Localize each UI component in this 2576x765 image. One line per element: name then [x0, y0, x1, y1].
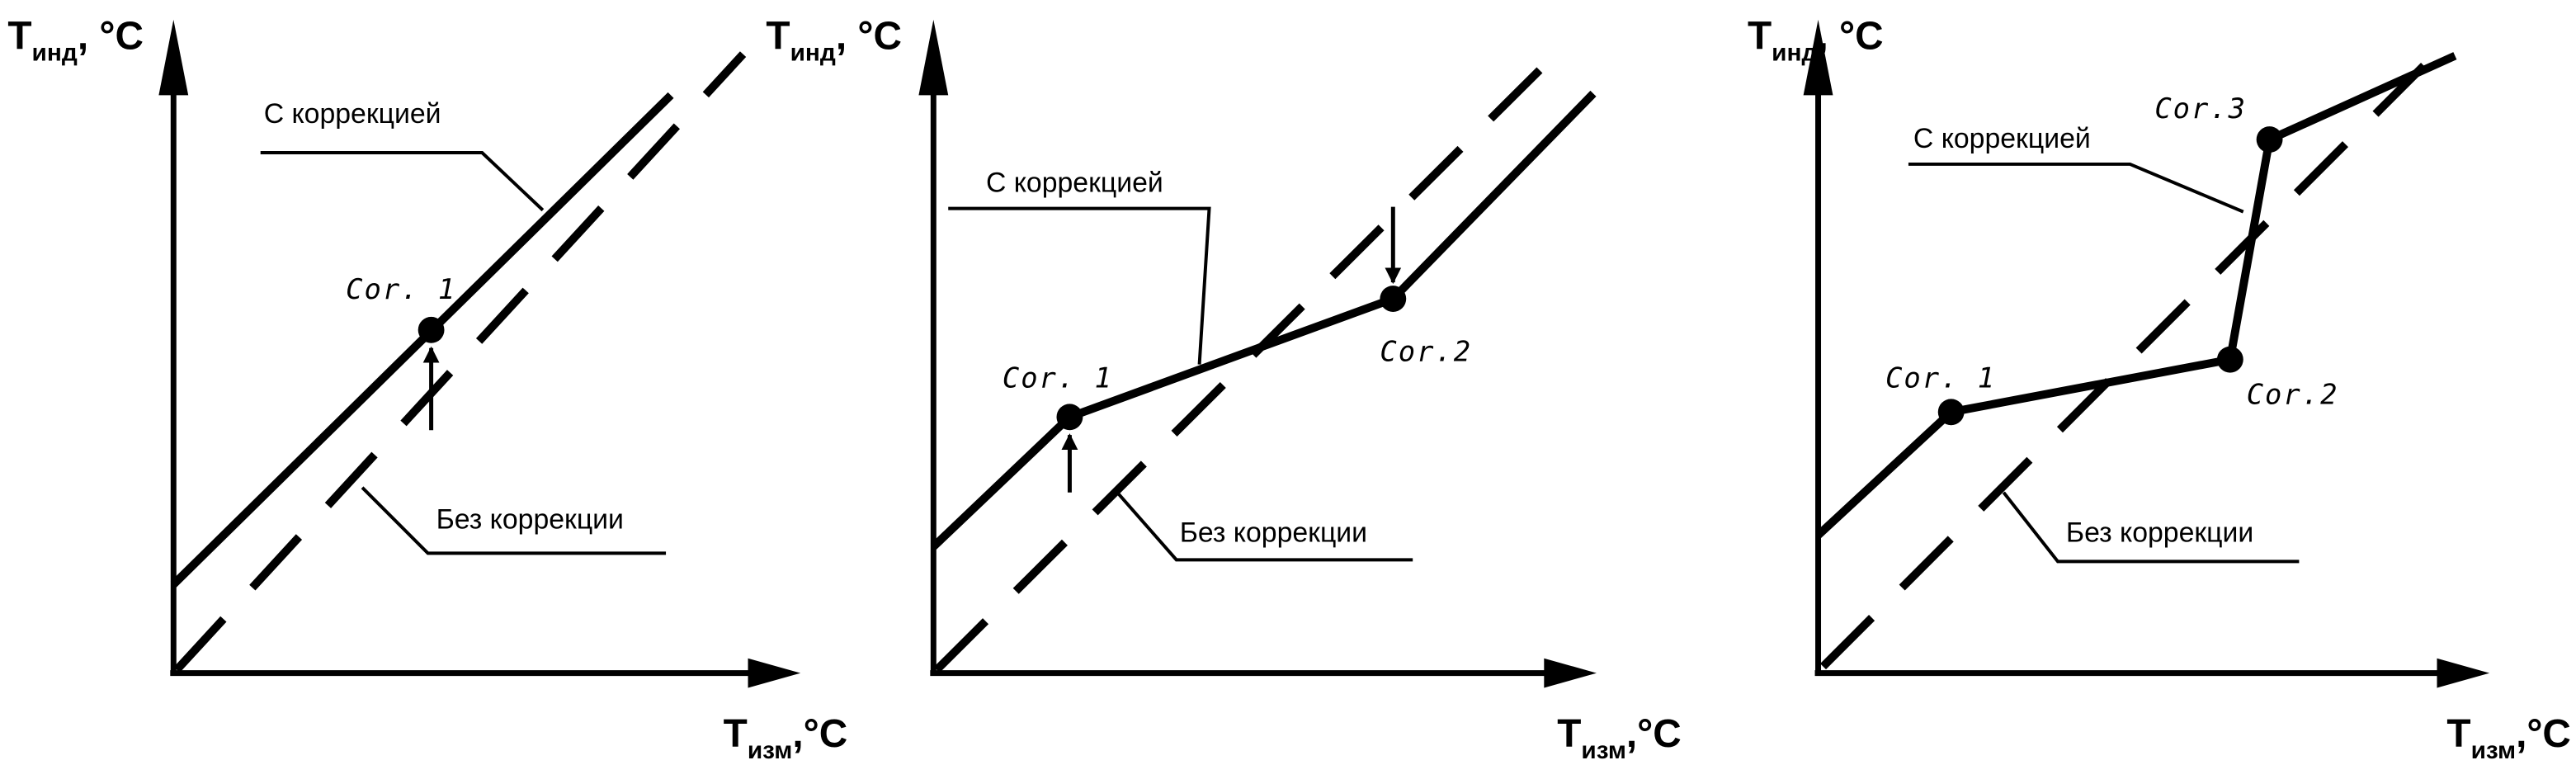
diagram-3: Tинд, °C Tизм,°C Cor. 1 Cor.2 Cor.3 С ко…	[1748, 15, 2571, 764]
label-without-correction: Без коррекции	[1180, 517, 1367, 548]
line-with-correction	[170, 92, 674, 588]
point-cor-1	[1056, 404, 1083, 431]
label-with-correction: С коррекцией	[986, 168, 1163, 199]
y-axis-arrow-icon	[1803, 19, 1833, 96]
point-label-cor-1: Cor. 1	[1003, 361, 1113, 394]
point-label-cor-1: Cor. 1	[1885, 361, 1996, 394]
label-with-correction: С коррекцией	[264, 98, 441, 130]
leader-without-correction	[361, 486, 667, 555]
diagram-1: Tинд, °C Tизм,°C Cor. 1 С коррекцией Без…	[7, 15, 847, 764]
leader-with-correction	[260, 151, 545, 212]
diagram-2: Tинд, °C Tизм,°C Cor. 1 Cor.2 С коррекци…	[766, 15, 1681, 764]
x-axis-label: Tизм,°C	[2446, 712, 2571, 764]
line-without-correction	[173, 51, 747, 673]
leader-without-correction	[2002, 491, 2300, 564]
label-without-correction: Без коррекции	[2066, 517, 2253, 548]
point-cor-2	[1380, 286, 1407, 312]
leader-without-correction	[1116, 491, 1413, 562]
x-axis-label: Tизм,°C	[724, 712, 848, 764]
y-axis-label: Tинд, °C	[766, 15, 902, 67]
y-axis-label: Tинд, °C	[1748, 15, 1884, 67]
y-axis-label: Tинд, °C	[7, 15, 144, 67]
y-axis-arrow-icon	[158, 19, 189, 96]
leader-with-correction	[1908, 162, 2244, 214]
point-label-cor-2: Cor.2	[2247, 378, 2339, 410]
line-without-correction	[933, 66, 1544, 673]
point-label-cor-2: Cor.2	[1380, 336, 1472, 368]
point-cor-3	[2256, 126, 2283, 153]
line-with-correction	[930, 90, 1597, 550]
label-with-correction: С коррекцией	[1913, 123, 2091, 154]
point-label-cor-3: Cor.3	[2154, 92, 2247, 125]
point-label-cor-1: Cor. 1	[346, 273, 456, 305]
x-axis-arrow-icon	[1544, 658, 1597, 688]
point-cor-2	[2216, 346, 2243, 373]
x-axis-arrow-icon	[748, 658, 801, 688]
point-cor-1	[1937, 399, 1965, 426]
line-without-correction	[1819, 63, 2427, 670]
point-cor-1	[418, 316, 445, 343]
x-axis-label: Tизм,°C	[1557, 712, 1682, 764]
x-axis-arrow-icon	[2437, 658, 2490, 688]
label-without-correction: Без коррекции	[436, 504, 624, 536]
leader-with-correction	[948, 206, 1211, 365]
y-axis-arrow-icon	[918, 19, 949, 96]
